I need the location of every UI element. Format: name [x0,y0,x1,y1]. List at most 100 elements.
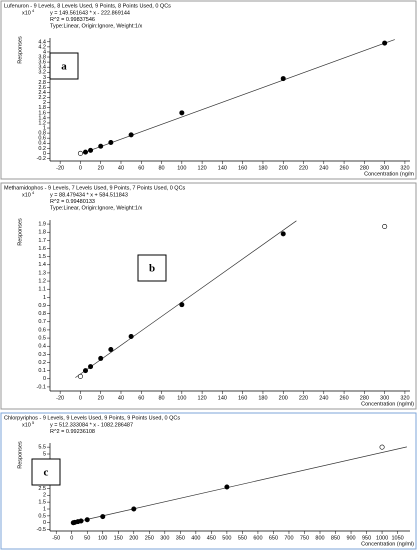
x-tick-label: 200 [279,165,288,171]
chart-title: Chlorpyriphos - 9 Levels, 9 Levels Used,… [4,415,180,421]
x-tick-label: 80 [158,165,164,171]
y-tick-label: 1 [43,506,46,512]
x-tick-label: 20 [98,165,104,171]
y-tick-label: 1.2 [38,279,46,285]
y-tick-label: 5.5 [38,445,46,451]
data-point [280,76,286,82]
x-axis-label: Concentration (ng/m [364,171,414,177]
y-tick-label: 1.3 [38,270,46,276]
x-tick-label: -50 [52,535,60,541]
y-tick-label: 0 [43,376,46,382]
panel-label-box [49,52,79,80]
x-tick-label: 300 [380,395,389,401]
y-tick-label: 0.5 [38,336,46,342]
excluded-point [77,373,83,379]
data-point [100,514,106,520]
x-tick-label: -20 [56,395,64,401]
x-tick-label: 550 [238,535,247,541]
x-tick-label: 280 [360,395,369,401]
y-tick-label: 1.7 [38,238,46,244]
x-tick-label: 240 [319,165,328,171]
x-tick-label: 60 [138,395,144,401]
y-tick-label: 1.2 [38,120,46,126]
y-axis-label: Responses [17,36,23,64]
panel-label: b [149,263,155,275]
y-tick-label: 0.5 [38,513,46,519]
y-tick-label: 0 [43,151,46,157]
x-axis-label: Concentration (ng/ml) [361,541,414,547]
excluded-point [379,444,385,450]
y-tick-label: 3.4 [38,65,46,71]
x-tick-label: 1050 [391,535,403,541]
equation-line: Type:Linear, Origin:Ignore, Weight:1/x [50,205,142,211]
data-point [88,364,94,370]
panel-label-box [31,458,61,486]
data-point [128,333,134,339]
y-tick-label: 3.8 [38,54,46,60]
data-point [280,231,286,237]
x-tick-label: 200 [279,395,288,401]
x-tick-label: 300 [380,165,389,171]
x-tick-label: 160 [238,395,247,401]
x-tick-label: 900 [346,535,355,541]
panel-frame [0,182,417,410]
y-multiplier-exp: 5 [32,420,35,425]
y-tick-label: 0.2 [38,146,46,152]
y-tick-label: 5 [43,451,46,457]
y-tick-label: 0.7 [38,319,46,325]
y-tick-label: 4.4 [38,39,46,45]
x-tick-label: 0 [79,165,82,171]
y-tick-label: 2 [43,100,46,106]
y-tick-label: 1 [43,295,46,301]
y-tick-label: 0.4 [38,344,46,350]
x-tick-label: 100 [98,535,107,541]
x-tick-label: 300 [160,535,169,541]
y-tick-label: 1.5 [38,254,46,260]
y-multiplier: x10 [22,422,31,428]
panel-frame [0,0,417,180]
y-tick-label: 2.6 [38,85,46,91]
panel-frame [0,412,417,550]
x-tick-label: 120 [198,395,207,401]
fit-line [71,446,407,524]
x-tick-label: 0 [70,535,73,541]
x-tick-label: 150 [114,535,123,541]
data-point [179,110,185,116]
data-point [128,132,134,138]
equation-line: R^2 = 0.99480133 [50,199,95,205]
x-tick-label: 60 [138,165,144,171]
x-tick-label: 700 [284,535,293,541]
x-tick-label: 0 [79,395,82,401]
data-point [98,143,104,149]
x-tick-label: 1000 [376,535,388,541]
x-axis-label: Concentration (ng/ml) [361,401,414,407]
y-tick-label: 2.8 [38,80,46,86]
excluded-point [77,150,83,156]
x-tick-label: 280 [360,165,369,171]
x-tick-label: 40 [118,395,124,401]
x-tick-label: 100 [177,165,186,171]
x-tick-label: 240 [319,395,328,401]
x-tick-label: -20 [56,165,64,171]
x-tick-label: 220 [299,395,308,401]
y-tick-label: 4 [43,49,46,55]
x-tick-label: 320 [400,165,409,171]
data-point [224,484,230,490]
data-point [88,147,94,153]
y-tick-label: -0.1 [37,384,46,390]
y-tick-label: 0.6 [38,136,46,142]
y-tick-label: -0.5 [37,527,46,533]
y-tick-label: 1.1 [38,287,46,293]
data-point [84,517,90,523]
y-tick-label: 2.5 [38,486,46,492]
x-tick-label: 450 [207,535,216,541]
y-multiplier: x10 [22,192,31,198]
y-tick-label: 1.4 [38,262,46,268]
x-tick-label: 140 [218,165,227,171]
x-tick-label: 400 [191,535,200,541]
y-tick-label: 1.8 [38,105,46,111]
x-tick-label: 50 [84,535,90,541]
equation-line: y = 149.561643 * x - 222.869144 [50,10,130,16]
